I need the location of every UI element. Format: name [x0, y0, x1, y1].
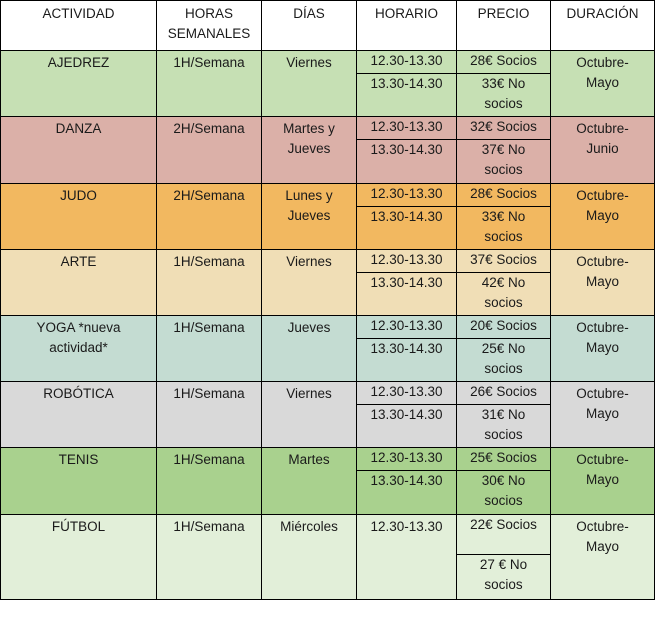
cell-horario-1: 12.30-13.30	[356, 248, 457, 273]
header-precio: PRECIO	[456, 0, 551, 52]
cell-horario-1: 12.30-13.30	[356, 513, 457, 601]
table-row: 13.30-14.30 37€ No socios	[1, 139, 655, 184]
cell-dias: Jueves	[261, 314, 357, 383]
cell-precio-no-socios: 30€ No socios	[456, 470, 551, 515]
cell-horas: 1H/Semana	[156, 314, 262, 383]
cell-precio-no-socios: 37€ No socios	[456, 139, 551, 184]
cell-horas: 2H/Semana	[156, 182, 262, 250]
cell-precio-socios: 20€ Socios	[456, 314, 551, 340]
cell-horario-2: 13.30-14.30	[356, 271, 457, 316]
table-row: 27 € No socios	[1, 553, 655, 601]
cell-precio-no-socios: 33€ No socios	[456, 205, 551, 250]
header-horas: HORAS SEMANALES	[156, 0, 262, 52]
cell-duracion: Octubre- Mayo	[550, 447, 655, 515]
cell-horario-1: 12.30-13.30	[356, 447, 457, 472]
cell-dias: Martes	[261, 447, 357, 515]
cell-dias: Lunes y Jueves	[261, 182, 357, 250]
cell-duracion: Octubre- Mayo	[550, 381, 655, 449]
cell-actividad: YOGA *nueva actividad*	[0, 314, 157, 383]
cell-precio-socios: 28€ Socios	[456, 50, 551, 75]
table-row: YOGA *nueva actividad* 1H/Semana Jueves …	[0, 314, 655, 383]
cell-dias: Viernes	[261, 248, 357, 316]
cell-dias: Viernes	[261, 381, 357, 449]
cell-duracion: Octubre- Junio	[550, 116, 655, 184]
cell-horas: 1H/Semana	[156, 50, 262, 118]
table-row: TENIS 1H/Semana Martes 12.30-13.30 25€ S…	[0, 447, 655, 515]
cell-horario-1: 12.30-13.30	[356, 116, 457, 141]
activities-table: ACTIVIDAD HORAS SEMANALES DÍAS HORARIO P…	[0, 0, 655, 601]
cell-precio-no-socios: 25€ No socios	[456, 338, 551, 383]
table-row: 13.30-14.30 33€ No socios	[1, 73, 655, 118]
table-row: JUDO 2H/Semana Lunes y Jueves 12.30-13.3…	[0, 182, 655, 250]
cell-horas: 1H/Semana	[156, 381, 262, 449]
cell-horario-1: 12.30-13.30	[356, 381, 457, 406]
table-row: DANZA 2H/Semana Martes y Jueves 12.30-13…	[0, 116, 655, 184]
table-row: ARTE 1H/Semana Viernes 12.30-13.30 37€ S…	[0, 248, 655, 316]
cell-precio-socios: 22€ Socios	[456, 513, 551, 555]
cell-duracion: Octubre- Mayo	[550, 314, 655, 383]
header-duracion: DURACIÓN	[550, 0, 655, 52]
header-horario: HORARIO	[356, 0, 457, 52]
cell-horas: 1H/Semana	[156, 513, 262, 601]
cell-actividad: DANZA	[0, 116, 157, 184]
cell-duracion: Octubre- Mayo	[550, 248, 655, 316]
header-row: ACTIVIDAD HORAS SEMANALES DÍAS HORARIO P…	[0, 0, 655, 52]
cell-duracion: Octubre- Mayo	[550, 50, 655, 118]
cell-actividad: JUDO	[0, 182, 157, 250]
cell-dias: Miércoles	[261, 513, 357, 601]
cell-horario-2: 13.30-14.30	[356, 139, 457, 184]
cell-horas: 2H/Semana	[156, 116, 262, 184]
table-row: ROBÓTICA 1H/Semana Viernes 12.30-13.30 2…	[0, 381, 655, 449]
table-row: 13.30-14.30 33€ No socios	[1, 205, 655, 250]
cell-actividad: ROBÓTICA	[0, 381, 157, 449]
cell-actividad: AJEDREZ	[0, 50, 157, 118]
header-dias: DÍAS	[261, 0, 357, 52]
cell-actividad: TENIS	[0, 447, 157, 515]
cell-precio-no-socios: 33€ No socios	[456, 73, 551, 118]
cell-precio-socios: 37€ Socios	[456, 248, 551, 273]
cell-horario-1: 12.30-13.30	[356, 182, 457, 207]
cell-precio-socios: 28€ Socios	[456, 182, 551, 207]
cell-dias: Martes y Jueves	[261, 116, 357, 184]
cell-horario-1: 12.30-13.30	[356, 50, 457, 75]
cell-horario-2: 13.30-14.30	[356, 404, 457, 449]
cell-precio-socios: 32€ Socios	[456, 116, 551, 141]
cell-horas: 1H/Semana	[156, 248, 262, 316]
table-row: 13.30-14.30 31€ No socios	[1, 404, 655, 449]
cell-precio-socios: 25€ Socios	[456, 447, 551, 472]
cell-horario-2: 13.30-14.30	[356, 73, 457, 118]
cell-horas: 1H/Semana	[156, 447, 262, 515]
cell-precio-no-socios: 42€ No socios	[456, 271, 551, 316]
cell-duracion: Octubre- Mayo	[550, 513, 655, 601]
cell-precio-no-socios: 27 € No socios	[456, 553, 551, 601]
table-row: 13.30-14.30 30€ No socios	[1, 470, 655, 515]
cell-horario-2: 13.30-14.30	[356, 338, 457, 383]
cell-duracion: Octubre- Mayo	[550, 182, 655, 250]
table-row: FÚTBOL 1H/Semana Miércoles 12.30-13.30 2…	[0, 513, 655, 601]
table-row: AJEDREZ 1H/Semana Viernes 12.30-13.30 28…	[0, 50, 655, 118]
cell-precio-socios: 26€ Socios	[456, 381, 551, 406]
table-row: 13.30-14.30 42€ No socios	[1, 271, 655, 316]
header-actividad: ACTIVIDAD	[0, 0, 157, 52]
cell-horario-1: 12.30-13.30	[356, 314, 457, 340]
table-row: 13.30-14.30 25€ No socios	[1, 338, 655, 383]
cell-actividad: ARTE	[0, 248, 157, 316]
cell-precio-no-socios: 31€ No socios	[456, 404, 551, 449]
cell-horario-2: 13.30-14.30	[356, 470, 457, 515]
cell-dias: Viernes	[261, 50, 357, 118]
cell-horario-2: 13.30-14.30	[356, 205, 457, 250]
cell-actividad: FÚTBOL	[0, 513, 157, 601]
